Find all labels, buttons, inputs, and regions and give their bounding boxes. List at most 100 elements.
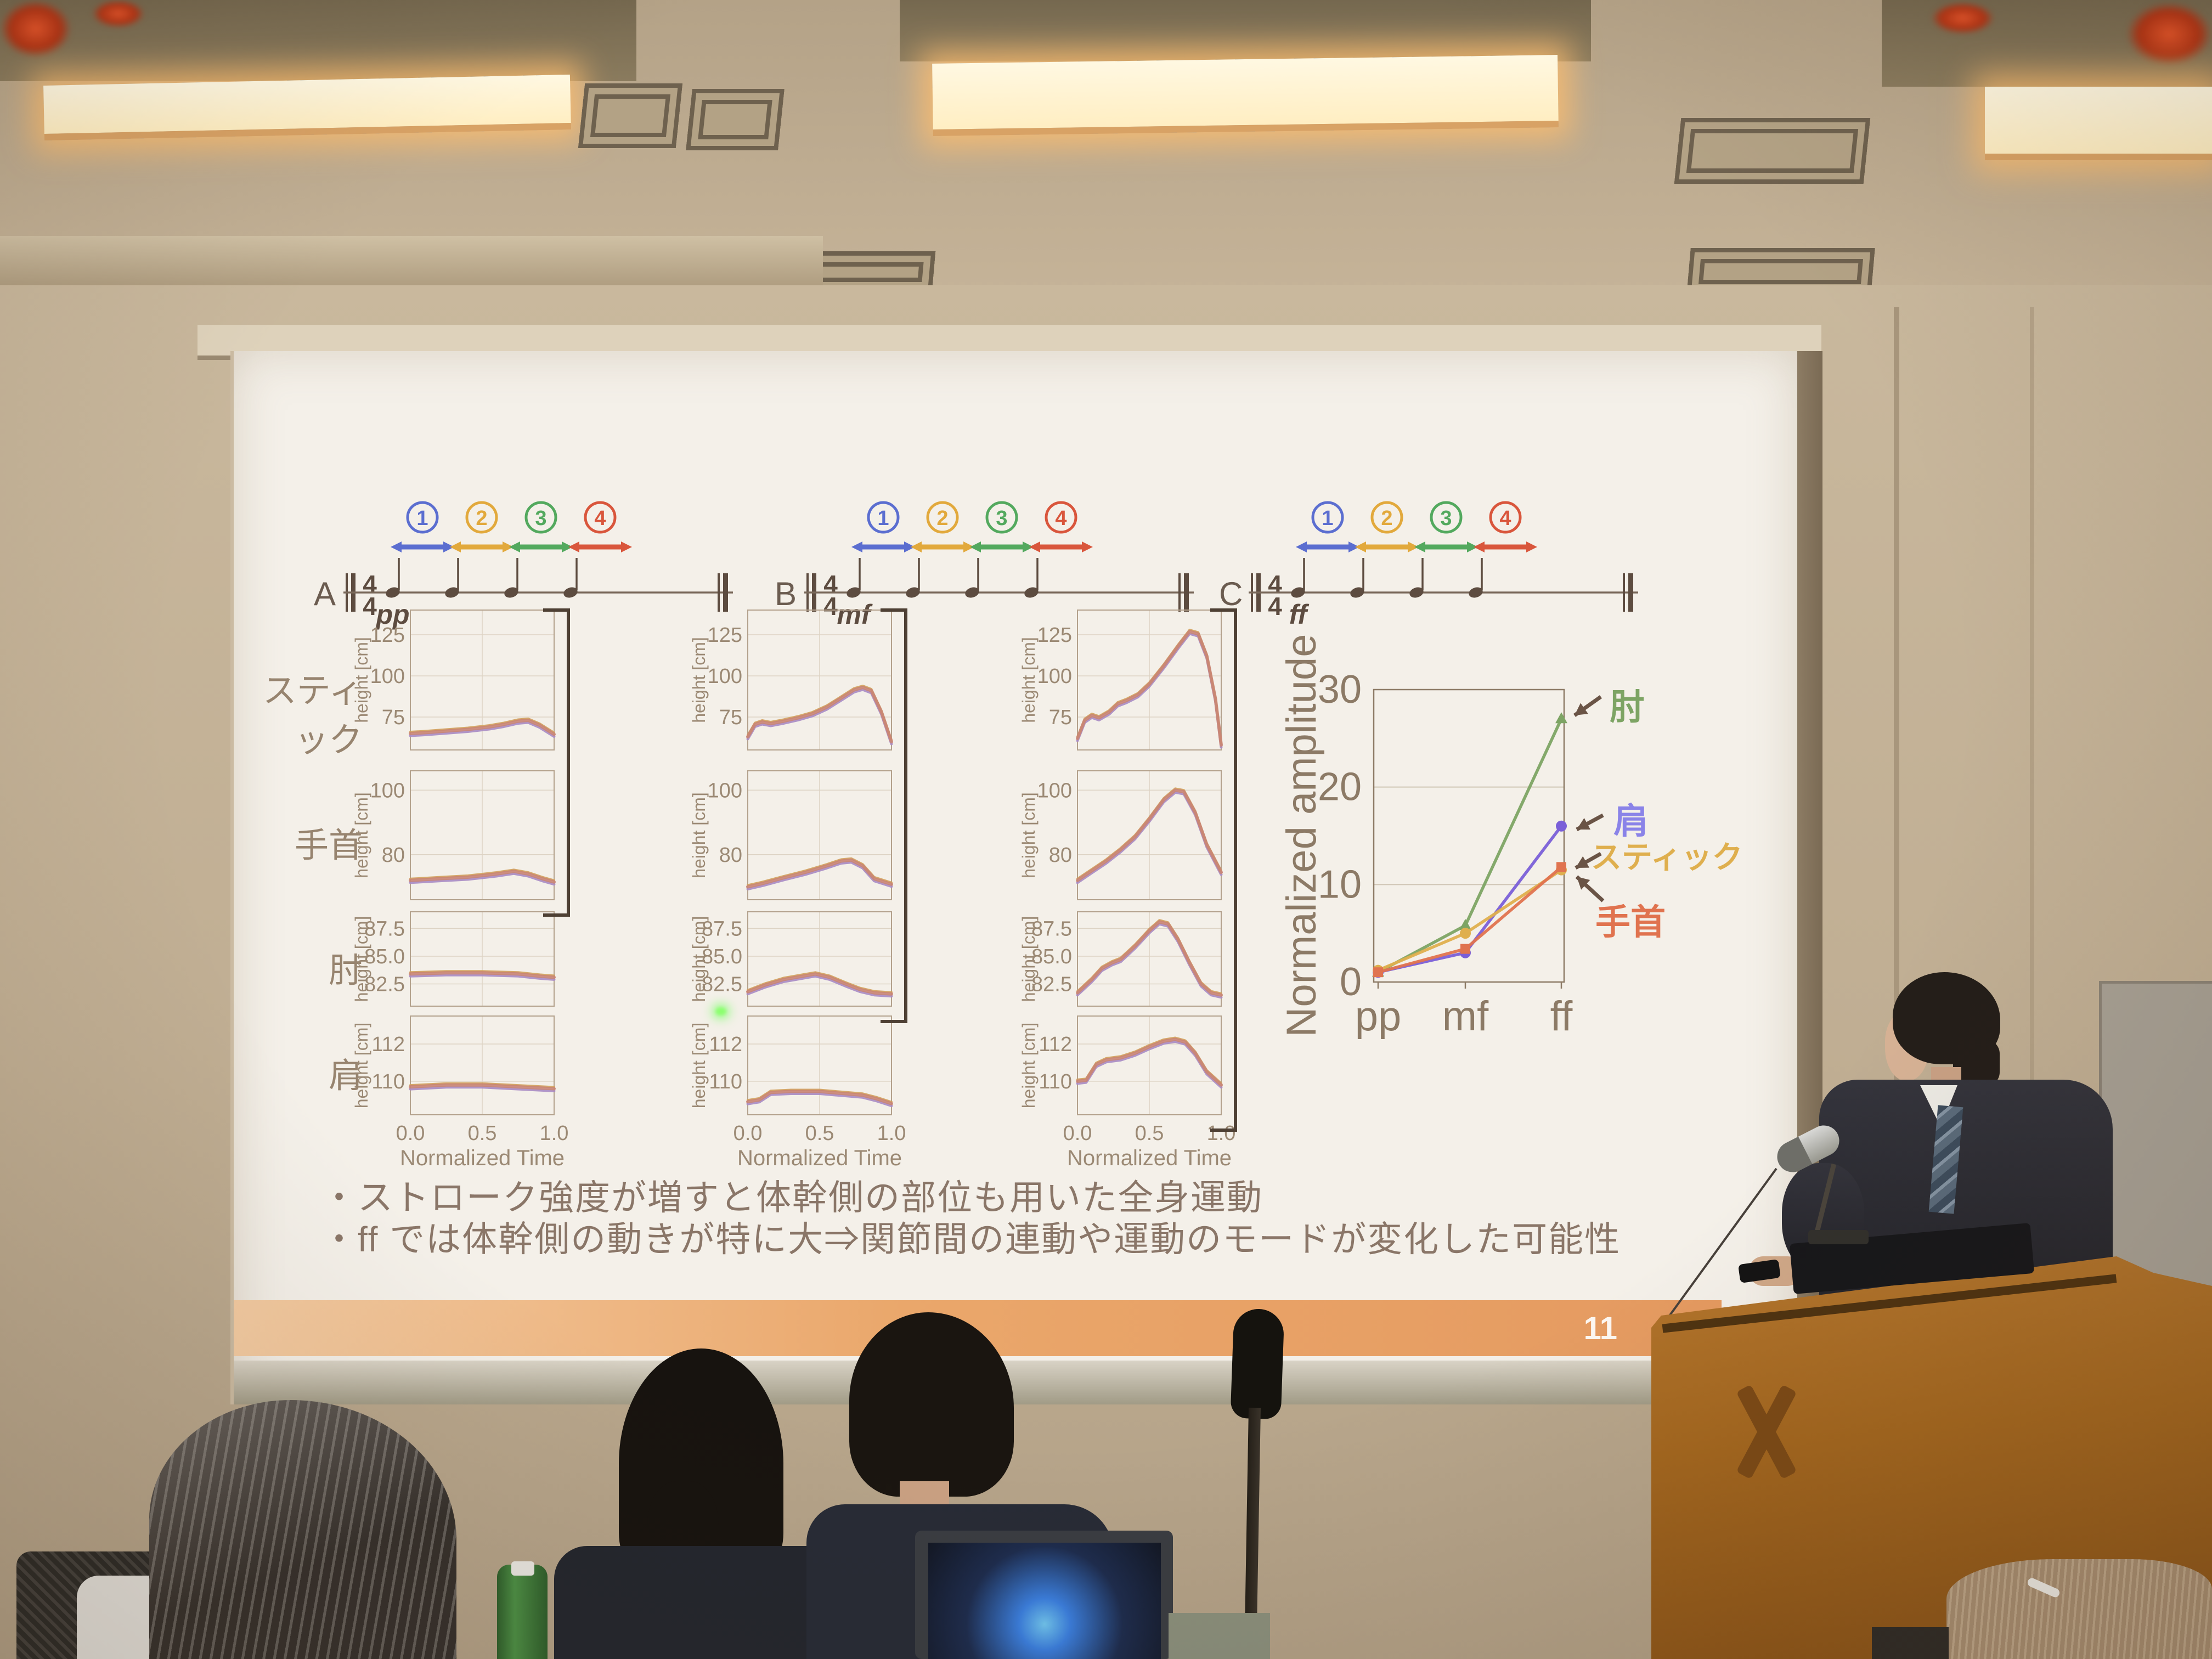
svg-text:125: 125 — [708, 624, 742, 647]
svg-text:100: 100 — [1037, 779, 1072, 802]
water-bottle — [497, 1565, 548, 1659]
svg-text:125: 125 — [1037, 624, 1072, 647]
svg-text:4: 4 — [1499, 507, 1511, 530]
svg-text:80: 80 — [1049, 844, 1072, 867]
svg-text:4: 4 — [363, 592, 377, 620]
svg-text:height [cm]: height [cm] — [1019, 792, 1039, 878]
svg-text:height [cm]: height [cm] — [352, 792, 371, 878]
music-notation: A 4 4 pp 1 2 3 4 B 4 4 mf 1 2 3 4 C 4 4 ff 1 2 3 4 — [234, 351, 1797, 636]
svg-text:ff: ff — [1289, 599, 1310, 630]
svg-text:Normalized Time: Normalized Time — [737, 1146, 902, 1170]
svg-text:0.0: 0.0 — [733, 1122, 763, 1145]
svg-text:110: 110 — [371, 1070, 405, 1093]
svg-text:112: 112 — [709, 1033, 742, 1056]
svg-text:10: 10 — [1318, 862, 1362, 906]
svg-text:110: 110 — [1039, 1070, 1072, 1093]
svg-text:4: 4 — [363, 570, 377, 599]
svg-text:100: 100 — [370, 665, 405, 688]
projection-screen: A 4 4 pp 1 2 3 4 B 4 4 mf 1 2 3 4 C 4 4 ff 1 2 3 4 スティック 手首 肘 肩… — [230, 351, 1797, 1404]
svg-text:30: 30 — [1318, 668, 1362, 712]
ceiling-light-strip-3 — [1985, 87, 2212, 160]
svg-text:height [cm]: height [cm] — [352, 637, 371, 723]
svg-text:C: C — [1219, 575, 1243, 612]
svg-text:4: 4 — [823, 570, 838, 599]
svg-text:4: 4 — [1268, 570, 1282, 599]
svg-text:0.5: 0.5 — [805, 1122, 834, 1145]
svg-text:3: 3 — [535, 507, 546, 530]
svg-text:1.0: 1.0 — [540, 1122, 569, 1145]
legend-shoulder: 肩 — [1613, 802, 1649, 841]
svg-text:1: 1 — [1322, 507, 1333, 530]
laser-pointer-dot — [715, 1007, 726, 1015]
desk-surface — [1169, 1613, 1270, 1659]
svg-text:85.0: 85.0 — [702, 945, 742, 968]
svg-text:1.0: 1.0 — [877, 1122, 906, 1145]
svg-text:height [cm]: height [cm] — [1019, 1023, 1039, 1109]
svg-text:height [cm]: height [cm] — [352, 1023, 371, 1109]
row-label-shoulder: 肩 — [328, 1057, 363, 1095]
svg-text:3: 3 — [1440, 507, 1452, 530]
svg-text:2: 2 — [1381, 507, 1392, 530]
ceiling-light-strip-2 — [932, 55, 1559, 136]
bullet-1: ・ストローク強度が増すと体幹側の部位も用いた全身運動 — [321, 1178, 1263, 1217]
row-label-wrist: 手首 — [294, 827, 363, 865]
svg-text:82.5: 82.5 — [364, 973, 405, 996]
wall-pilaster-1 — [1894, 307, 1899, 1659]
svg-text:110: 110 — [709, 1070, 742, 1093]
svg-text:100: 100 — [370, 779, 405, 802]
svg-text:87.5: 87.5 — [702, 917, 742, 940]
legend-elbow: 肘 — [1610, 687, 1645, 727]
svg-text:height [cm]: height [cm] — [352, 916, 371, 1002]
row-label-elbow: 肘 — [328, 952, 363, 990]
audience-4-head — [1946, 1559, 2212, 1659]
svg-text:125: 125 — [370, 624, 405, 647]
svg-text:2: 2 — [476, 507, 487, 530]
svg-text:85.0: 85.0 — [364, 945, 405, 968]
summary-ylabel: Normalized amplitude — [1278, 634, 1325, 1037]
svg-text:112: 112 — [1039, 1033, 1072, 1056]
svg-text:87.5: 87.5 — [1031, 917, 1072, 940]
ceiling-vent-1 — [578, 83, 683, 148]
svg-text:pp: pp — [375, 599, 409, 630]
laptop-wallpaper — [928, 1543, 1161, 1659]
svg-text:4: 4 — [1268, 592, 1282, 620]
ceiling-light-strip-1 — [43, 74, 571, 141]
svg-text:80: 80 — [382, 844, 405, 867]
svg-text:height [cm]: height [cm] — [1019, 637, 1039, 723]
svg-text:1: 1 — [416, 507, 428, 530]
svg-text:0.0: 0.0 — [396, 1122, 425, 1145]
svg-text:height [cm]: height [cm] — [689, 1023, 709, 1109]
svg-text:20: 20 — [1318, 765, 1362, 809]
svg-text:100: 100 — [708, 665, 742, 688]
svg-text:height [cm]: height [cm] — [689, 792, 709, 878]
audience-3-head — [849, 1312, 1014, 1497]
svg-text:0.5: 0.5 — [468, 1122, 497, 1145]
svg-text:4: 4 — [594, 507, 606, 530]
svg-text:2: 2 — [936, 507, 948, 530]
chair-corner — [1872, 1627, 1949, 1659]
svg-text:80: 80 — [719, 844, 742, 867]
svg-text:75: 75 — [382, 706, 405, 729]
svg-text:height [cm]: height [cm] — [689, 637, 709, 723]
svg-text:Normalized Time: Normalized Time — [1067, 1146, 1232, 1170]
svg-text:0.0: 0.0 — [1063, 1122, 1092, 1145]
svg-text:height [cm]: height [cm] — [689, 916, 709, 1002]
svg-text:100: 100 — [708, 779, 742, 802]
legend-stick: スティック — [1591, 840, 1743, 874]
svg-text:82.5: 82.5 — [1031, 973, 1072, 996]
svg-text:4: 4 — [1055, 507, 1066, 530]
svg-text:4: 4 — [823, 592, 838, 620]
svg-text:75: 75 — [719, 706, 742, 729]
notation-section-C: C 44 ff1 2 3 4 — [1219, 501, 1638, 630]
svg-text:B: B — [775, 575, 797, 612]
slide: A 4 4 pp 1 2 3 4 B 4 4 mf 1 2 3 4 C 4 4 ff 1 2 3 4 スティック 手首 肘 肩… — [234, 351, 1797, 1361]
svg-text:112: 112 — [371, 1033, 405, 1056]
ceiling-warm-glow-4 — [1931, 2, 1994, 34]
ceiling-soffit — [0, 236, 823, 290]
svg-text:mf: mf — [1442, 993, 1489, 1040]
ceiling-vent-3 — [1674, 118, 1871, 184]
svg-text:1: 1 — [877, 507, 889, 530]
podium-mic-base — [1808, 1230, 1869, 1244]
